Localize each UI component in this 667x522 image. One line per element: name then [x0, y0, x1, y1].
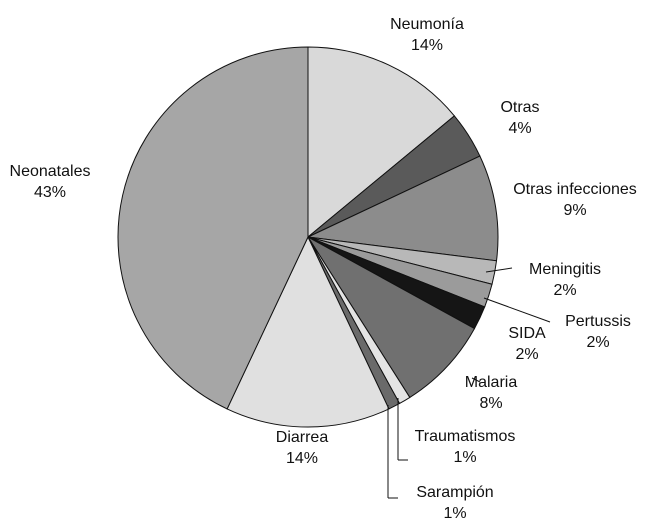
pie-slice [226, 235, 390, 428]
leader-line [471, 377, 481, 383]
slice-value-label: 14% [411, 37, 443, 54]
slice-value-label: 4% [508, 120, 531, 137]
pie-slice [117, 46, 309, 410]
leader-line [483, 297, 551, 323]
slice-label: Neonatales [10, 163, 91, 180]
slice-value-label: 1% [453, 449, 476, 466]
pie-slice [306, 155, 499, 262]
slice-label: Diarrea [276, 429, 329, 446]
pie-slice [307, 46, 456, 239]
slice-label: SIDA [508, 325, 546, 342]
slice-value-label: 43% [34, 184, 66, 201]
slice-label: Otras infecciones [513, 181, 637, 198]
slice-label: Traumatismos [415, 428, 516, 445]
slice-value-label: 14% [286, 450, 318, 467]
slice-value-label: 2% [553, 282, 576, 299]
pie-slice [307, 236, 476, 399]
slice-value-label: 2% [515, 346, 538, 363]
slice-value-label: 2% [586, 334, 609, 351]
slice-label: Otras [500, 99, 539, 116]
slice-value-label: 8% [479, 395, 502, 412]
slice-label: Malaria [465, 374, 518, 391]
slice-label: Meningitis [529, 261, 601, 278]
slice-value-label: 1% [443, 505, 466, 522]
leader-line [485, 267, 513, 273]
slice-value-label: 9% [563, 202, 586, 219]
slice-label: Pertussis [565, 313, 631, 330]
slice-label: Sarampión [416, 484, 493, 501]
slice-label: Neumonía [390, 16, 464, 33]
